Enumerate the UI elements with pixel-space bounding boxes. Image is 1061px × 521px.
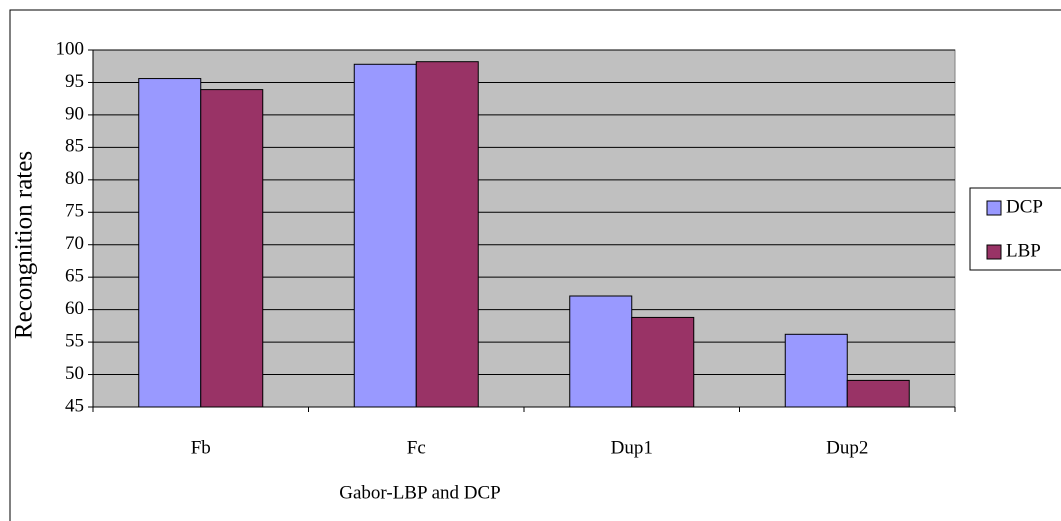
- x-tick-label: Fc: [407, 437, 426, 458]
- legend-box: [969, 187, 1061, 271]
- bar: [138, 78, 202, 408]
- y-tick-label: 100: [56, 38, 85, 59]
- bar: [200, 89, 264, 408]
- y-tick-label: 90: [65, 103, 84, 124]
- bar: [846, 379, 910, 408]
- bar: [415, 61, 479, 408]
- x-tick-label: Dup1: [611, 437, 653, 458]
- y-axis-label: Recongnition rates: [11, 151, 38, 339]
- y-tick-label: 80: [65, 168, 84, 189]
- y-tick-label: 65: [65, 266, 84, 287]
- bar: [631, 316, 695, 408]
- y-tick-label: 95: [65, 71, 84, 92]
- bar: [569, 295, 633, 408]
- x-tick-label: Fb: [191, 437, 211, 458]
- y-tick-label: 50: [65, 363, 84, 384]
- y-tick-label: 70: [65, 233, 84, 254]
- bar: [353, 63, 417, 408]
- x-tick-label: Dup2: [826, 437, 868, 458]
- legend-swatch: [986, 200, 1002, 216]
- y-tick-label: 55: [65, 330, 84, 351]
- y-tick-label: 75: [65, 201, 84, 222]
- legend-label: LBP: [1006, 240, 1041, 261]
- bar: [784, 333, 848, 408]
- y-tick-label: 60: [65, 298, 84, 319]
- y-tick-label: 85: [65, 136, 84, 157]
- y-tick-label: 45: [65, 395, 84, 416]
- x-axis-label: Gabor-LBP and DCP: [339, 482, 500, 503]
- legend-label: DCP: [1006, 196, 1043, 217]
- legend-swatch: [986, 244, 1002, 260]
